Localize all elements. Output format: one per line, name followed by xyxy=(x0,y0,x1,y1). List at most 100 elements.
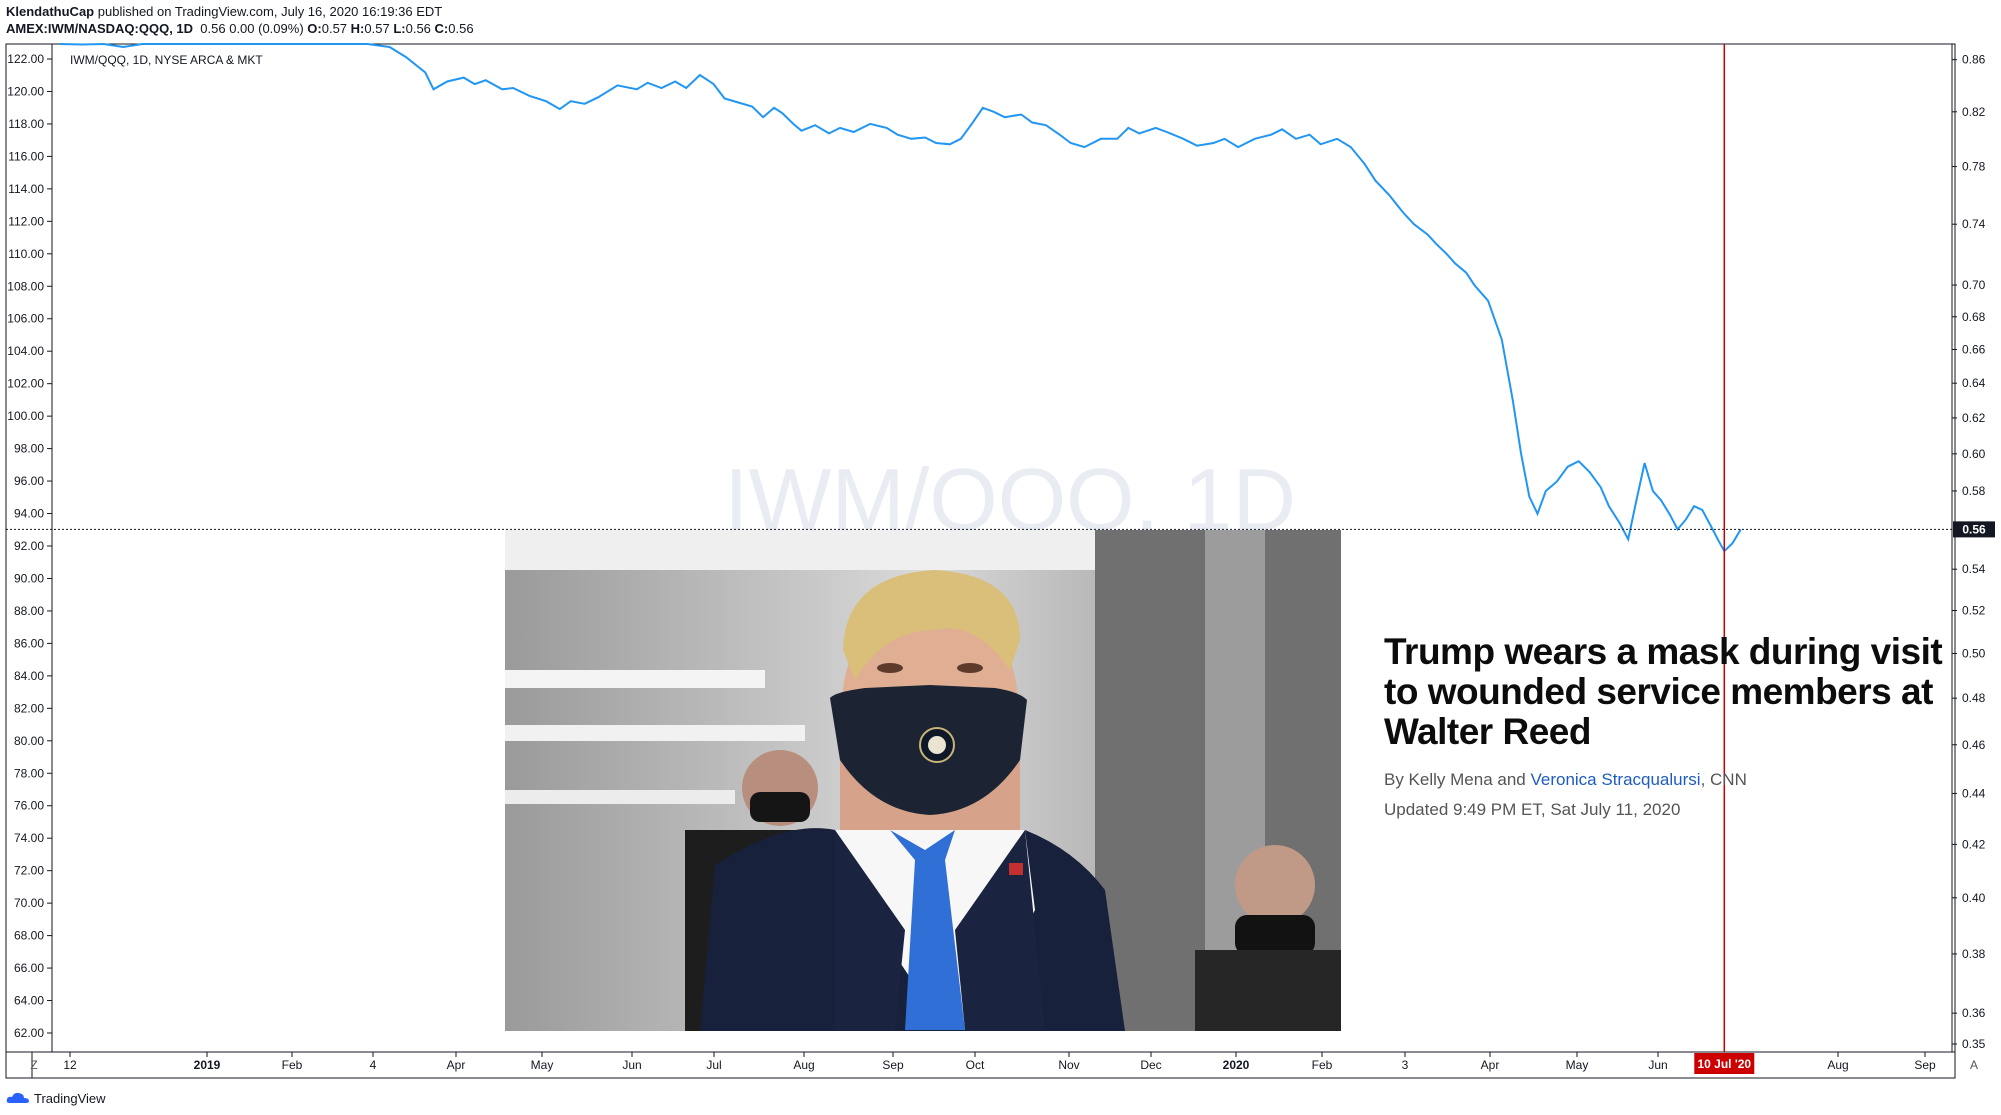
left-tick-label: 78.00 xyxy=(14,766,44,780)
symbol-info: AMEX:IWM/NASDAQ:QQQ, 1D 0.56 0.00 (0.09%… xyxy=(6,21,474,37)
quote-text: 0.56 0.00 (0.09%) xyxy=(200,21,304,36)
left-tick-label: 72.00 xyxy=(14,864,44,878)
news-photo xyxy=(505,530,1341,1031)
left-tick-label: 88.00 xyxy=(14,604,44,618)
time-axis: 12 2019 Feb 4 Apr May Jun Jul Aug Sep Oct Nov Dec 202… xyxy=(63,1052,1936,1072)
left-tick-label: 96.00 xyxy=(14,474,44,488)
right-tick-label: 0.66 xyxy=(1962,342,1986,356)
date-marker-label: 10 Jul '20 xyxy=(1698,1057,1752,1071)
right-axis: 0.86 0.82 0.78 0.74 0.70 0.68 0.66 0.64 0.62 0.60… xyxy=(1952,53,1986,1051)
left-tick-label: 90.00 xyxy=(14,571,44,585)
right-tick-label: 0.60 xyxy=(1962,447,1986,461)
left-tick-label: 98.00 xyxy=(14,442,44,456)
right-tick-label: 0.64 xyxy=(1962,376,1986,390)
left-tick-label: 122.00 xyxy=(7,52,44,66)
tradingview-cloud-icon xyxy=(6,1092,29,1103)
left-tick-label: 94.00 xyxy=(14,507,44,521)
right-tick-label: 0.38 xyxy=(1962,947,1986,961)
corner-left-button[interactable]: Z xyxy=(30,1058,37,1072)
left-tick-label: 116.00 xyxy=(8,149,44,163)
left-tick-label: 66.00 xyxy=(14,961,44,975)
time-tick-label: 2019 xyxy=(194,1058,221,1072)
auto-scale-button[interactable]: A xyxy=(1970,1058,1978,1072)
right-tick-label: 0.62 xyxy=(1962,411,1986,425)
right-tick-label: 0.82 xyxy=(1962,105,1986,119)
left-tick-label: 82.00 xyxy=(14,701,44,715)
author-name: KlendathuCap xyxy=(6,4,95,19)
right-tick-label: 0.78 xyxy=(1962,160,1986,174)
right-tick-label: 0.42 xyxy=(1962,837,1986,851)
left-tick-label: 120.00 xyxy=(7,84,44,98)
byline-source: , CNN xyxy=(1700,770,1747,789)
right-tick-label: 0.54 xyxy=(1962,562,1986,576)
left-tick-label: 86.00 xyxy=(14,636,44,650)
brand-name: TradingView xyxy=(34,1090,106,1106)
time-tick-label: Aug xyxy=(793,1058,814,1072)
right-tick-label: 0.58 xyxy=(1962,484,1986,498)
time-tick-label: Jul xyxy=(706,1058,721,1072)
byline-prefix: By Kelly Mena and xyxy=(1384,770,1531,789)
right-tick-label: 0.44 xyxy=(1962,786,1986,800)
time-tick-label: Aug xyxy=(1827,1058,1848,1072)
left-tick-label: 76.00 xyxy=(14,799,44,813)
right-tick-label: 0.52 xyxy=(1962,604,1986,618)
time-tick-label: Apr xyxy=(447,1058,466,1072)
right-tick-label: 0.50 xyxy=(1962,646,1986,660)
article-updated: Updated 9:49 PM ET, Sat July 11, 2020 xyxy=(1384,800,1681,819)
time-tick-label: Jun xyxy=(622,1058,641,1072)
published-text: published on TradingView.com, July 16, 2… xyxy=(97,4,443,19)
right-tick-label: 0.68 xyxy=(1962,310,1986,324)
left-tick-label: 74.00 xyxy=(14,831,44,845)
left-tick-label: 108.00 xyxy=(7,279,44,293)
date-marker-badge xyxy=(1694,1053,1755,1074)
right-tick-label: 0.36 xyxy=(1962,1006,1986,1020)
right-tick-label: 0.70 xyxy=(1962,278,1986,292)
left-axis: 122.00 120.00 118.00 116.00 114.00 112.00 110.… xyxy=(7,52,52,1040)
right-tick-label: 0.48 xyxy=(1962,691,1986,705)
time-tick-label: Oct xyxy=(966,1058,985,1072)
h-label: H: xyxy=(350,21,365,36)
article-headline[interactable]: Trump wears a mask during visit to wound… xyxy=(1384,631,1943,752)
time-tick-label: 4 xyxy=(370,1058,377,1072)
left-tick-label: 64.00 xyxy=(14,994,44,1008)
o-label: O: xyxy=(307,21,322,36)
time-tick-label: Sep xyxy=(882,1058,904,1072)
right-tick-label: 0.86 xyxy=(1962,53,1986,67)
left-tick-label: 62.00 xyxy=(14,1026,44,1040)
last-price-label: 0.56 xyxy=(1962,522,1986,536)
left-tick-label: 112.00 xyxy=(8,214,44,228)
symbol-name: AMEX:IWM/NASDAQ:QQQ, 1D xyxy=(6,21,194,36)
left-tick-label: 104.00 xyxy=(7,344,44,358)
time-tick-label: 2020 xyxy=(1223,1058,1250,1072)
left-tick-label: 118.00 xyxy=(8,117,44,131)
time-tick-label: Nov xyxy=(1058,1058,1079,1072)
time-tick-label: Dec xyxy=(1140,1058,1161,1072)
left-tick-label: 68.00 xyxy=(14,929,44,943)
news-article: Trump wears a mask during visit to wound… xyxy=(1384,632,1954,820)
time-tick-label: 12 xyxy=(63,1058,77,1072)
time-tick-label: Jun xyxy=(1648,1058,1667,1072)
left-tick-label: 70.00 xyxy=(14,896,44,910)
time-tick-label: Sep xyxy=(1914,1058,1936,1072)
series-line-iwm-qqq xyxy=(59,42,1742,553)
c-value: 0.56 xyxy=(448,21,474,36)
author-link[interactable]: Veronica Stracqualursi xyxy=(1530,770,1701,789)
time-tick-label: Apr xyxy=(1481,1058,1500,1072)
left-tick-label: 84.00 xyxy=(14,669,44,683)
tradingview-logo[interactable]: TradingView xyxy=(6,1089,106,1107)
left-tick-label: 92.00 xyxy=(14,539,44,553)
last-price-badge xyxy=(1953,521,1995,538)
right-tick-label: 0.74 xyxy=(1962,217,1986,231)
h-value: 0.57 xyxy=(364,21,390,36)
l-value: 0.56 xyxy=(405,21,431,36)
time-tick-label: 3 xyxy=(1402,1058,1409,1072)
time-tick-label: May xyxy=(531,1058,554,1072)
news-photo-illustration xyxy=(505,530,1341,1031)
left-tick-label: 102.00 xyxy=(7,377,44,391)
article-byline: By Kelly Mena and Veronica Stracqualursi… xyxy=(1384,770,1954,790)
time-tick-label: Feb xyxy=(1312,1058,1333,1072)
o-value: 0.57 xyxy=(321,21,348,36)
publish-info: KlendathuCap published on TradingView.co… xyxy=(6,4,442,20)
left-tick-label: 80.00 xyxy=(14,734,44,748)
time-tick-label: May xyxy=(1566,1058,1589,1072)
